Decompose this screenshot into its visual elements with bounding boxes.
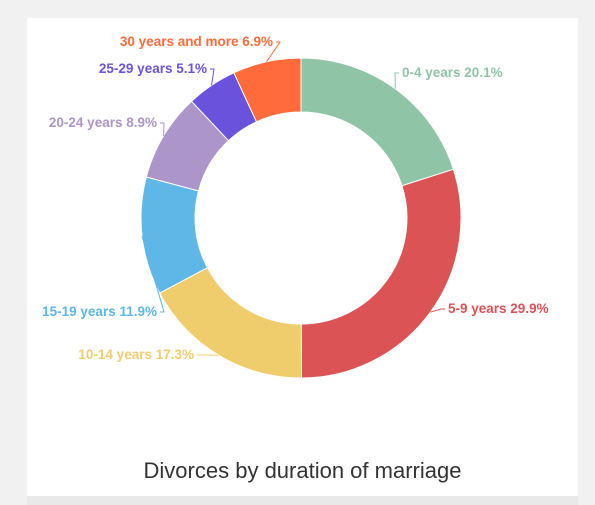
slice-label-15-19-years: 15-19 years 11.9% (42, 304, 157, 319)
leader-line-15-19-years (141, 236, 165, 313)
slice-label-10-14-years: 10-14 years 17.3% (78, 347, 194, 362)
slice-label-0-4-years: 0-4 years 20.1% (402, 65, 503, 80)
slice-label-20-24-years: 20-24 years 8.9% (49, 115, 157, 130)
leader-line-20-24-years (160, 122, 165, 136)
slice-label-30-years-and-more: 30 years and more 6.9% (120, 34, 273, 49)
slice-label-5-9-years: 5-9 years 29.9% (448, 301, 549, 316)
card-footer-strip (27, 496, 578, 505)
leader-line-0-4-years (394, 72, 399, 89)
chart-title: Divorces by duration of marriage (143, 458, 462, 483)
slice-5-9-years[interactable] (300, 168, 462, 379)
slice-30-years-and-more[interactable] (233, 57, 302, 123)
leader-line-5-9-years (430, 308, 445, 313)
leader-line-30-years-and-more (266, 41, 281, 63)
leader-line-25-29-years (210, 68, 215, 86)
slice-label-25-29-years: 25-29 years 5.1% (99, 61, 207, 76)
